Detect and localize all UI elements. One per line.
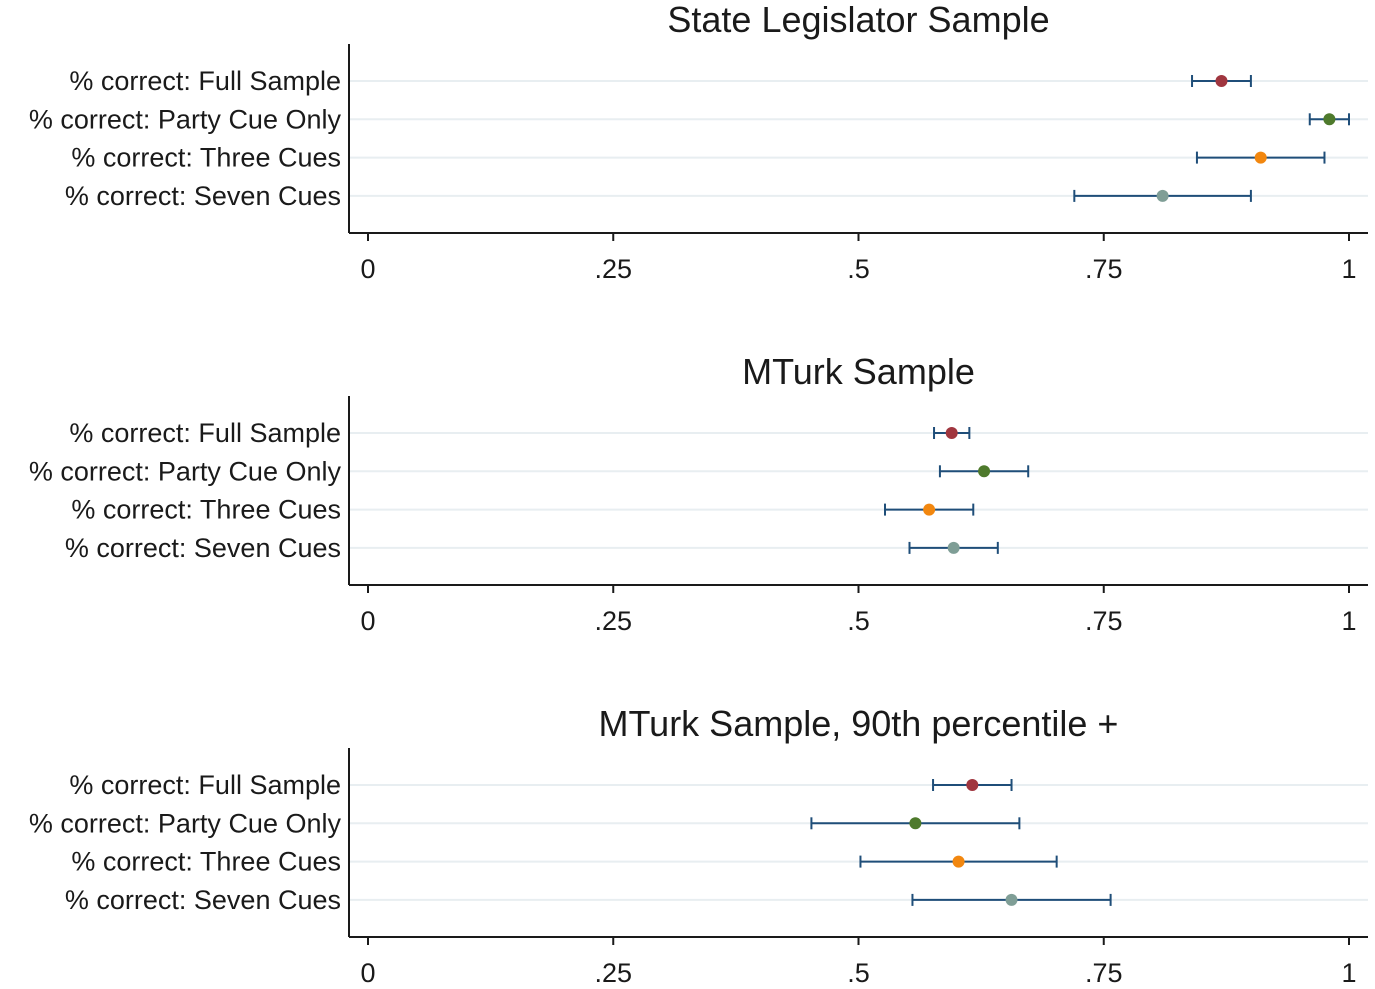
panel-3: MTurk Sample, 90th percentile + % correct… (29, 703, 1368, 988)
estimate-point (1215, 75, 1228, 87)
x-tick-label: .25 (594, 606, 632, 636)
row-label: % correct: Full Sample (69, 66, 341, 96)
panel-1: State Legislator Sample % correct: Full S… (29, 0, 1368, 284)
x-tick-label: .5 (847, 958, 870, 988)
x-tick-label: .25 (594, 958, 632, 988)
row-label: % correct: Party Cue Only (29, 456, 342, 486)
panel-2: MTurk Sample % correct: Full Sample % corr… (29, 351, 1368, 636)
estimate-point (1156, 189, 1169, 202)
row-label: % correct: Three Cues (71, 495, 341, 525)
x-tick-label: .75 (1085, 958, 1123, 988)
x-tick-label: 1 (1341, 958, 1356, 988)
x-tick-label: .75 (1085, 254, 1123, 284)
row-label: % correct: Seven Cues (65, 885, 341, 915)
estimate-point (923, 503, 936, 516)
panel-title: MTurk Sample (742, 351, 975, 392)
panel-title: State Legislator Sample (667, 0, 1049, 40)
row-label: % correct: Full Sample (69, 418, 341, 448)
estimate-point (1254, 151, 1267, 164)
estimate-point (978, 465, 991, 478)
x-tick-label: 0 (360, 254, 375, 284)
estimate-point (945, 427, 958, 439)
row-label: % correct: Party Cue Only (29, 808, 342, 838)
estimate-point (966, 779, 979, 791)
x-tick-label: .5 (847, 606, 870, 636)
estimate-point (1005, 893, 1018, 906)
panel-title: MTurk Sample, 90th percentile + (599, 703, 1119, 744)
x-tick-label: 1 (1341, 254, 1356, 284)
row-label: % correct: Full Sample (69, 770, 341, 800)
row-label: % correct: Party Cue Only (29, 104, 342, 134)
row-label: % correct: Seven Cues (65, 181, 341, 211)
x-tick-label: .75 (1085, 606, 1123, 636)
x-tick-label: .5 (847, 254, 870, 284)
estimate-point (947, 541, 960, 554)
row-label: % correct: Seven Cues (65, 533, 341, 563)
row-label: % correct: Three Cues (71, 143, 341, 173)
estimate-point (909, 817, 922, 830)
estimate-point (1323, 113, 1336, 126)
row-label: % correct: Three Cues (71, 847, 341, 877)
estimate-point (952, 855, 965, 868)
x-tick-label: 1 (1341, 606, 1356, 636)
x-tick-label: 0 (360, 958, 375, 988)
x-tick-label: .25 (594, 254, 632, 284)
x-tick-label: 0 (360, 606, 375, 636)
